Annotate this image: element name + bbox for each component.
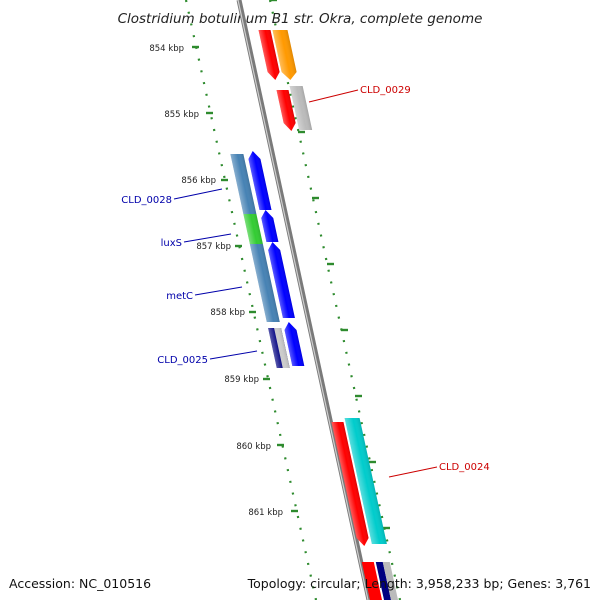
leader-cld-0028 — [173, 188, 223, 200]
gene-cld-0024-cyan[interactable] — [344, 418, 387, 544]
label-cld-0029[interactable]: CLD_0029 — [360, 85, 411, 96]
leader-metc — [194, 286, 243, 296]
tick-label-856: 856 kbp — [181, 176, 216, 186]
accession-text: Accession: NC_010516 — [9, 576, 152, 591]
label-cld-0025[interactable]: CLD_0025 — [157, 355, 208, 366]
gene-cld-0028-arrow[interactable] — [247, 151, 272, 210]
tick-label-860: 860 kbp — [236, 442, 271, 452]
tick-label-861: 861 kbp — [248, 508, 283, 518]
leader-cld-0025 — [209, 350, 258, 360]
label-metc[interactable]: metC — [166, 291, 193, 302]
leader-cld-0029 — [308, 89, 359, 103]
tick-marks — [192, 0, 390, 530]
tick-label-859: 859 kbp — [224, 375, 259, 385]
leader-cld-0024 — [388, 466, 438, 478]
genome-summary-text: Topology: circular; Length: 3,958,233 bp… — [247, 576, 591, 591]
gene-bottom-red[interactable] — [361, 562, 383, 600]
tick-label-858: 858 kbp — [210, 308, 245, 318]
gene-bottom-navy[interactable] — [375, 562, 399, 600]
label-cld-0028[interactable]: CLD_0028 — [121, 195, 172, 206]
label-cld-0024[interactable]: CLD_0024 — [439, 462, 490, 473]
tick-label-854: 854 kbp — [149, 44, 184, 54]
gene-cld-0029-gray[interactable] — [289, 86, 313, 130]
gene-luxs-arrow[interactable] — [260, 210, 279, 242]
leader-luxs — [183, 233, 232, 243]
tick-label-855: 855 kbp — [164, 110, 199, 120]
gene-cld-0028-bar[interactable] — [230, 154, 257, 214]
backbone-highlight — [237, 0, 369, 600]
gene-cld-0025-arrow[interactable] — [283, 322, 305, 366]
gene-metc-arrow[interactable] — [266, 242, 295, 318]
gene-cld-0030[interactable] — [258, 30, 282, 80]
gene-luxs-bar[interactable] — [243, 214, 263, 244]
label-luxs[interactable]: luxS — [161, 238, 182, 249]
gene-track — [230, 30, 399, 600]
gene-metc-bar[interactable] — [249, 244, 280, 322]
backbone — [236, 0, 372, 600]
gene-cld-0025-bar[interactable] — [268, 328, 290, 368]
map-title: Clostridium botulinum B1 str. Okra, comp… — [118, 11, 483, 27]
tick-label-857: 857 kbp — [196, 242, 231, 252]
gene-cld-0024-red[interactable] — [331, 422, 370, 546]
gene-cld-0029-red[interactable] — [276, 90, 298, 131]
gene-orange[interactable] — [272, 30, 299, 80]
